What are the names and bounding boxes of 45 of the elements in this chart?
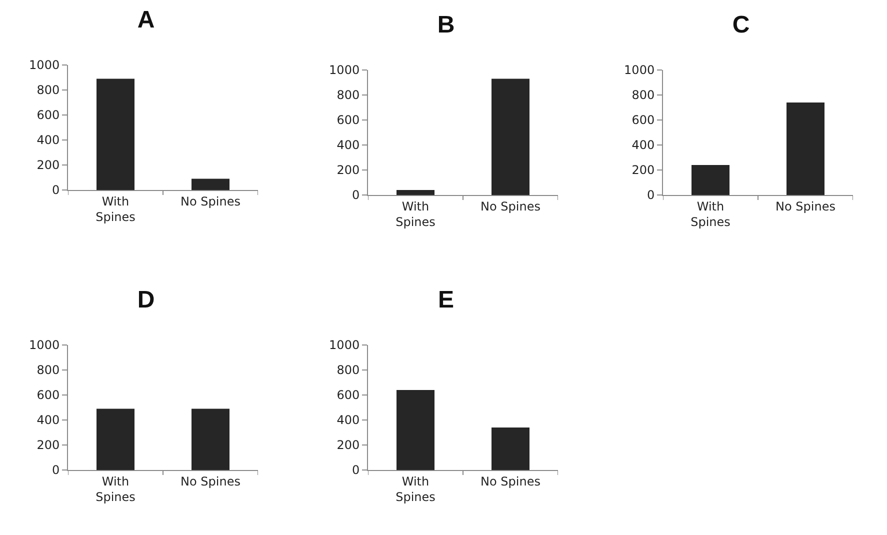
- y-tick-label: 400: [36, 133, 60, 148]
- x-tick-label: No Spines: [480, 199, 540, 214]
- y-tick-label: 200: [336, 163, 360, 178]
- chart-title: A: [137, 6, 155, 34]
- chart-title: C: [732, 11, 750, 38]
- y-tick-label: 600: [36, 388, 60, 402]
- y-tick-label: 200: [36, 438, 60, 452]
- y-tick-label: 0: [646, 188, 655, 202]
- y-tick-label: 400: [336, 413, 360, 428]
- y-tick-label: 200: [632, 163, 655, 178]
- y-tick-label: 1000: [29, 338, 60, 352]
- y-tick-label: 1000: [329, 338, 360, 352]
- y-tick-label: 400: [632, 138, 655, 152]
- y-tick-label: 600: [36, 108, 60, 122]
- y-tick-label: 800: [36, 83, 60, 98]
- x-tick-label: With Spines: [96, 474, 136, 504]
- y-tick-label: 0: [52, 463, 60, 478]
- x-tick-label: With Spines: [396, 474, 436, 504]
- y-tick-label: 1000: [29, 58, 60, 72]
- y-tick-label: 1000: [624, 63, 655, 78]
- y-tick-label: 0: [352, 463, 360, 478]
- y-tick-label: 800: [336, 363, 360, 378]
- x-tick-label: With Spines: [690, 199, 730, 229]
- y-tick-label: 200: [336, 438, 360, 452]
- y-tick-label: 0: [52, 183, 60, 198]
- y-tick-label: 400: [336, 138, 360, 152]
- y-tick-label: 0: [352, 188, 360, 202]
- x-tick-label: No Spines: [776, 199, 836, 214]
- y-tick-label: 800: [632, 88, 655, 102]
- x-tick-label: With Spines: [396, 199, 436, 229]
- chart-title: B: [437, 11, 455, 38]
- y-tick-label: 800: [336, 88, 360, 102]
- x-tick-label: No Spines: [480, 474, 540, 488]
- chart-title: E: [438, 286, 454, 314]
- y-tick-label: 600: [336, 388, 360, 402]
- x-tick-label: With Spines: [96, 194, 136, 224]
- y-tick-label: 1000: [329, 63, 360, 78]
- y-tick-label: 600: [632, 113, 655, 128]
- y-tick-label: 800: [36, 363, 60, 378]
- chart-title: D: [137, 286, 155, 314]
- x-tick-label: No Spines: [180, 474, 240, 488]
- y-tick-label: 400: [36, 413, 60, 428]
- y-tick-label: 600: [336, 113, 360, 128]
- x-tick-label: No Spines: [180, 194, 240, 208]
- y-tick-label: 200: [36, 158, 60, 172]
